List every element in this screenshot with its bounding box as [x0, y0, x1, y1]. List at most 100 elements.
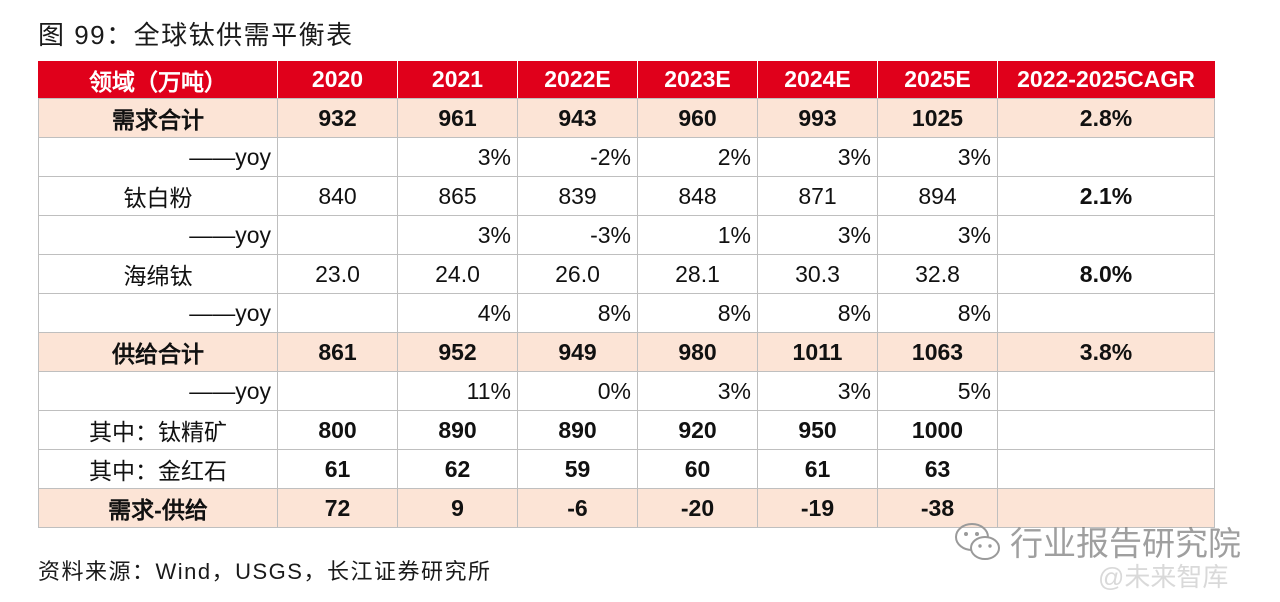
value-cell: 62 — [397, 449, 518, 489]
yoy-cell: 3% — [397, 215, 518, 255]
row-label: ——yoy — [38, 371, 278, 411]
row-label: ——yoy — [38, 137, 278, 177]
wechat-icon — [955, 523, 1000, 560]
yoy-cell: -2% — [517, 137, 638, 177]
yoy-cell: 3% — [757, 137, 878, 177]
column-header-year: 2024E — [757, 61, 878, 99]
value-cell: 24.0 — [397, 254, 518, 294]
yoy-cell — [277, 293, 398, 333]
value-cell: 61 — [277, 449, 398, 489]
table-row: 其中：金红石 61 62 59 60 61 63 — [38, 449, 1215, 489]
watermark-handle: @未来智库 — [1098, 562, 1229, 592]
value-cell: 961 — [397, 98, 518, 138]
cagr-cell: 3.8% — [997, 332, 1215, 372]
yoy-cell: 8% — [757, 293, 878, 333]
table-row: ——yoy 11% 0% 3% 3% 5% — [38, 371, 1215, 411]
value-cell: 1063 — [877, 332, 998, 372]
row-label: 钛白粉 — [38, 176, 278, 216]
table-row: ——yoy 3% -2% 2% 3% 3% — [38, 137, 1215, 177]
yoy-cell: 3% — [877, 137, 998, 177]
value-cell: 960 — [637, 98, 758, 138]
cagr-cell — [997, 137, 1215, 177]
value-cell: 949 — [517, 332, 638, 372]
value-cell: 800 — [277, 410, 398, 450]
yoy-cell: 5% — [877, 371, 998, 411]
value-cell: 63 — [877, 449, 998, 489]
yoy-cell: 11% — [397, 371, 518, 411]
column-header-year: 2020 — [277, 61, 398, 99]
cagr-cell — [997, 215, 1215, 255]
yoy-cell: 0% — [517, 371, 638, 411]
value-cell: 993 — [757, 98, 878, 138]
table-row: 需求-供给 72 9 -6 -20 -19 -38 — [38, 488, 1215, 528]
yoy-cell — [277, 371, 398, 411]
yoy-cell: 3% — [637, 371, 758, 411]
table-header: 领域（万吨） 2020 2021 2022E 2023E 2024E 2025E 2022-2… — [38, 61, 1215, 99]
value-cell: -6 — [517, 488, 638, 528]
cagr-cell: 2.8% — [997, 98, 1215, 138]
row-label: 需求-供给 — [38, 488, 278, 528]
yoy-cell: 4% — [397, 293, 518, 333]
value-cell: 865 — [397, 176, 518, 216]
table-body: 需求合计 932 961 943 960 993 1025 2.8% ——yoy 3% -2% 2% 3… — [38, 98, 1215, 528]
value-cell: 1025 — [877, 98, 998, 138]
column-header-year: 2025E — [877, 61, 998, 99]
cagr-cell — [997, 371, 1215, 411]
value-cell: -19 — [757, 488, 878, 528]
watermark-text: 行业报告研究院 — [1010, 525, 1241, 562]
cagr-cell — [997, 449, 1215, 489]
figure-caption: 图 99：全球钛供需平衡表 — [38, 20, 354, 50]
yoy-cell: 1% — [637, 215, 758, 255]
yoy-cell: 3% — [877, 215, 998, 255]
cagr-cell — [997, 410, 1215, 450]
yoy-cell — [277, 215, 398, 255]
column-header-year: 2021 — [397, 61, 518, 99]
value-cell: 950 — [757, 410, 878, 450]
value-cell: 952 — [397, 332, 518, 372]
table-row: 需求合计 932 961 943 960 993 1025 2.8% — [38, 98, 1215, 138]
source-note: 资料来源：Wind，USGS，长江证券研究所 — [38, 559, 492, 584]
row-label: 需求合计 — [38, 98, 278, 138]
table-row: 供给合计 861 952 949 980 1011 1063 3.8% — [38, 332, 1215, 372]
yoy-cell: 8% — [637, 293, 758, 333]
value-cell: 23.0 — [277, 254, 398, 294]
column-header-domain: 领域（万吨） — [38, 61, 278, 99]
value-cell: 32.8 — [877, 254, 998, 294]
row-label: ——yoy — [38, 293, 278, 333]
value-cell: 1011 — [757, 332, 878, 372]
column-header-year: 2022E — [517, 61, 638, 99]
cagr-cell — [997, 488, 1215, 528]
table-row: 海绵钛 23.0 24.0 26.0 28.1 30.3 32.8 8.0% — [38, 254, 1215, 294]
value-cell: 980 — [637, 332, 758, 372]
value-cell: 890 — [397, 410, 518, 450]
value-cell: 861 — [277, 332, 398, 372]
value-cell: 26.0 — [517, 254, 638, 294]
cagr-cell: 8.0% — [997, 254, 1215, 294]
yoy-cell: 8% — [877, 293, 998, 333]
yoy-cell: 3% — [757, 215, 878, 255]
value-cell: 28.1 — [637, 254, 758, 294]
balance-table: 领域（万吨） 2020 2021 2022E 2023E 2024E 2025E 2022-2… — [38, 61, 1215, 528]
table-row: ——yoy 4% 8% 8% 8% 8% — [38, 293, 1215, 333]
row-label: 海绵钛 — [38, 254, 278, 294]
yoy-cell: -3% — [517, 215, 638, 255]
table-row: ——yoy 3% -3% 1% 3% 3% — [38, 215, 1215, 255]
yoy-cell: 8% — [517, 293, 638, 333]
row-label: ——yoy — [38, 215, 278, 255]
value-cell: -38 — [877, 488, 998, 528]
table-row: 钛白粉 840 865 839 848 871 894 2.1% — [38, 176, 1215, 216]
value-cell: 9 — [397, 488, 518, 528]
yoy-cell: 3% — [397, 137, 518, 177]
yoy-cell — [277, 137, 398, 177]
cagr-cell — [997, 293, 1215, 333]
value-cell: 920 — [637, 410, 758, 450]
cagr-cell: 2.1% — [997, 176, 1215, 216]
value-cell: 59 — [517, 449, 638, 489]
value-cell: 72 — [277, 488, 398, 528]
value-cell: 840 — [277, 176, 398, 216]
value-cell: 871 — [757, 176, 878, 216]
value-cell: 30.3 — [757, 254, 878, 294]
column-header-year: 2023E — [637, 61, 758, 99]
value-cell: 894 — [877, 176, 998, 216]
table-row: 其中：钛精矿 800 890 890 920 950 1000 — [38, 410, 1215, 450]
